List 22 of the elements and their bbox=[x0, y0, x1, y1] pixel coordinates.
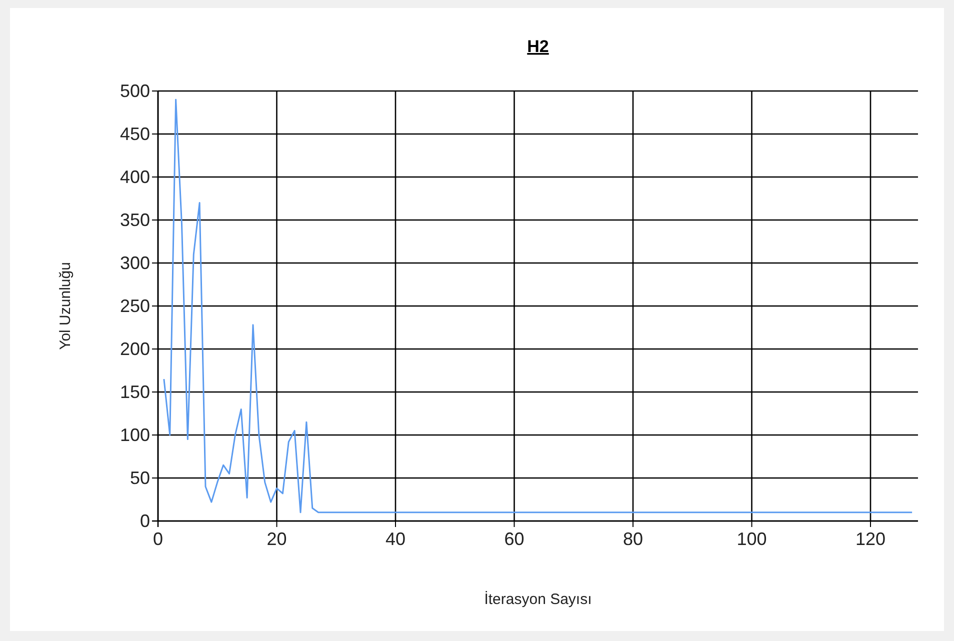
y-tick-label: 100 bbox=[120, 425, 150, 445]
y-tick-label: 250 bbox=[120, 296, 150, 316]
y-axis-title: Yol Uzunluğu bbox=[57, 262, 74, 350]
x-axis-title: İterasyon Sayısı bbox=[484, 590, 592, 608]
x-tick-label: 120 bbox=[855, 529, 886, 549]
y-tick-label: 350 bbox=[120, 210, 150, 230]
y-tick-label: 150 bbox=[120, 382, 150, 402]
y-tick-label: 450 bbox=[120, 124, 150, 144]
x-tick-label: 40 bbox=[385, 529, 406, 549]
x-tick-label: 0 bbox=[152, 529, 164, 549]
y-tick-label: 400 bbox=[120, 167, 150, 187]
y-tick-label: 50 bbox=[130, 468, 150, 488]
y-tick-label: 200 bbox=[120, 339, 150, 359]
x-tick-label: 80 bbox=[622, 529, 644, 549]
x-tick-label: 60 bbox=[504, 529, 524, 549]
y-tick-label: 500 bbox=[120, 81, 150, 101]
y-tick-label: 0 bbox=[140, 511, 150, 531]
x-tick-label: 20 bbox=[266, 529, 287, 549]
x-tick-label: 100 bbox=[736, 529, 767, 549]
y-tick-label: 300 bbox=[120, 253, 150, 273]
chart-title: H2 bbox=[527, 37, 549, 56]
line-series bbox=[163, 98, 913, 514]
